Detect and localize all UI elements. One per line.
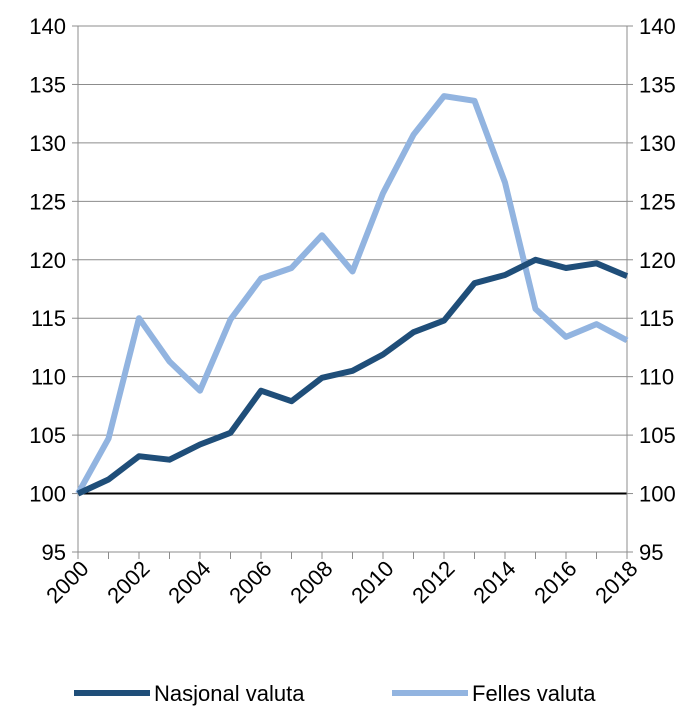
series-line-nasjonal-valuta [76, 256, 629, 497]
y-tick-label-right: 120 [639, 248, 676, 273]
y-tick-label-right: 95 [639, 540, 663, 565]
y-tick-label-left: 125 [29, 189, 66, 214]
y-tick-label-right: 100 [639, 482, 676, 507]
y-tick-label-left: 115 [31, 306, 66, 331]
x-tick-label: 2012 [407, 556, 459, 608]
x-tick-label: 2004 [163, 556, 215, 608]
y-axis-left-labels: 95 100 105 110 115 120 125 130 135 140 [29, 14, 66, 565]
legend-label: Felles valuta [472, 681, 596, 706]
gridlines [78, 25, 627, 553]
x-tick-label: 2014 [468, 556, 520, 608]
y-tick-label-left: 120 [29, 248, 66, 273]
x-tick-label: 2018 [590, 556, 642, 608]
y-tick-label-right: 135 [639, 72, 676, 97]
y-tick-label-left: 110 [31, 365, 66, 390]
series-lines [75, 93, 629, 497]
x-tick-label: 2006 [224, 556, 276, 608]
y-tick-label-right: 140 [639, 14, 676, 39]
x-tick-label: 2002 [102, 556, 154, 608]
axes [72, 25, 633, 559]
x-axis-labels: 2000 2002 2004 2006 2008 2010 2012 2014 2016 2018 [41, 556, 642, 608]
y-tick-label-right: 115 [639, 306, 674, 331]
y-tick-label-right: 105 [639, 423, 676, 448]
y-tick-label-left: 130 [29, 131, 66, 156]
y-tick-label-right: 110 [639, 365, 674, 390]
y-tick-label-left: 105 [29, 423, 66, 448]
y-tick-label-left: 140 [29, 14, 66, 39]
y-tick-label-left: 95 [42, 540, 66, 565]
y-axis-right-labels: 95 100 105 110 115 120 125 130 135 140 [639, 14, 676, 565]
y-tick-label-right: 130 [639, 131, 676, 156]
series-line-felles-valuta [75, 93, 629, 496]
x-tick-label: 2010 [346, 556, 398, 608]
legend-label: Nasjonal valuta [154, 681, 305, 706]
x-tick-label: 2016 [529, 556, 581, 608]
x-tick-label: 2008 [285, 556, 337, 608]
y-tick-label-left: 135 [29, 72, 66, 97]
legend: Nasjonal valuta Felles valuta [74, 681, 596, 706]
y-tick-label-left: 100 [29, 482, 66, 507]
y-tick-label-right: 125 [639, 189, 676, 214]
